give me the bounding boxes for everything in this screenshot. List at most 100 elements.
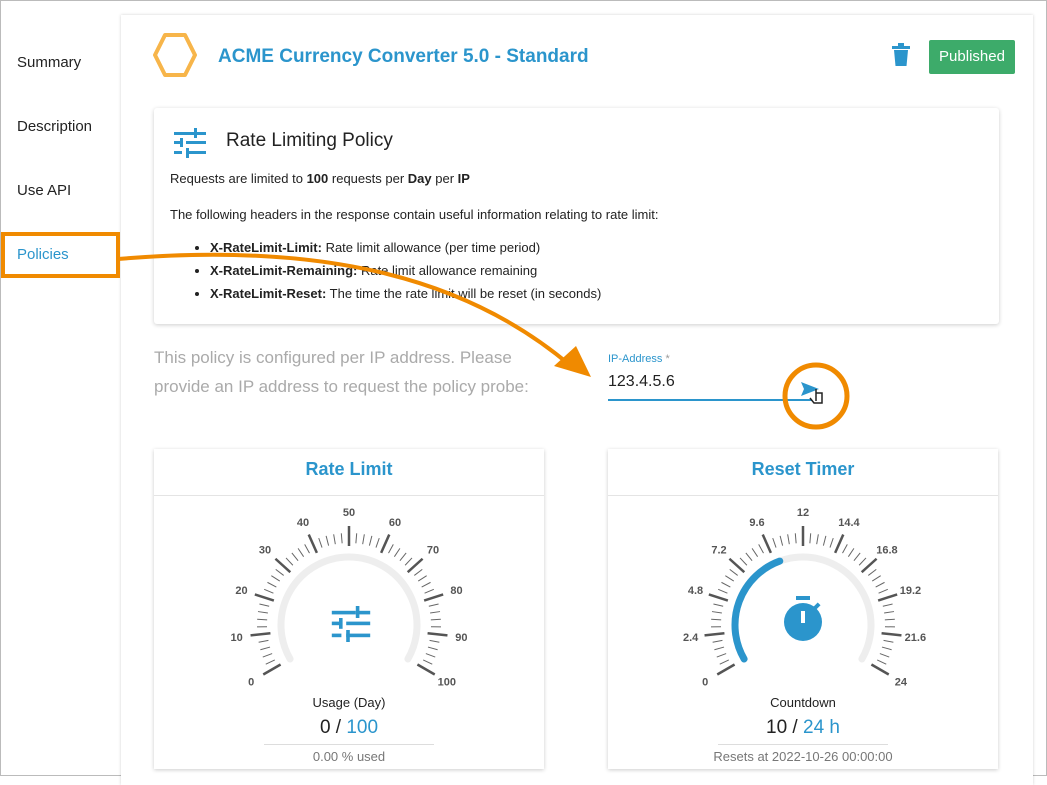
gauge-minor-tick xyxy=(292,553,298,561)
gauge-tick-label: 0 xyxy=(248,677,254,689)
header-list: X-RateLimit-Limit: Rate limit allowance … xyxy=(210,240,601,309)
gauge-minor-tick xyxy=(257,619,267,620)
divider xyxy=(264,744,434,745)
gauge-minor-tick xyxy=(823,536,825,546)
gauge-minor-tick xyxy=(884,612,894,613)
send-icon[interactable] xyxy=(801,382,821,396)
gauge-minor-tick xyxy=(400,553,406,561)
gauge-tick-label: 60 xyxy=(389,517,401,529)
gauge-minor-tick xyxy=(859,558,866,565)
gauge-minor-tick xyxy=(788,534,790,544)
gauge-minor-tick xyxy=(884,640,894,642)
gauge-minor-tick xyxy=(369,536,371,546)
sidebar-item-description[interactable]: Description xyxy=(17,118,92,135)
gauge-major-tick xyxy=(251,633,271,635)
gauge-minor-tick xyxy=(259,640,269,642)
gauge-minor-tick xyxy=(721,582,730,587)
gauge-major-tick xyxy=(309,535,317,553)
gauge-major-tick xyxy=(428,633,448,635)
gauge-minor-tick xyxy=(286,558,293,565)
gauge-minor-tick xyxy=(422,582,431,587)
gauge-major-tick xyxy=(717,665,734,675)
gauge-minor-tick xyxy=(717,654,726,657)
gauge-tick-label: 100 xyxy=(438,677,456,689)
gauge-minor-tick xyxy=(883,604,893,606)
gauge-minor-tick xyxy=(423,660,432,664)
gauge-tick-label: 50 xyxy=(343,507,355,519)
gauge-minor-tick xyxy=(872,576,880,581)
gauge-major-tick xyxy=(763,535,771,553)
gauge-tick-label: 20 xyxy=(235,585,247,597)
gauge-tick-label: 80 xyxy=(450,585,462,597)
ip-address-input[interactable]: 123.4.5.6 xyxy=(608,373,675,391)
gauge-minor-tick xyxy=(773,538,776,547)
gauge-minor-tick xyxy=(389,544,394,553)
gauge-tick-label: 24 xyxy=(895,677,908,689)
gauge-minor-tick xyxy=(810,533,811,543)
gauge-fill xyxy=(735,561,780,659)
gauge-footer: Resets at 2022-10-26 00:00:00 xyxy=(608,749,998,764)
sidebar-item-summary[interactable]: Summary xyxy=(17,54,81,71)
gauge-minor-tick xyxy=(319,538,322,547)
sliders-icon xyxy=(174,128,206,158)
gauge-major-tick xyxy=(709,594,728,600)
gauge-value: 10 / 24 h xyxy=(608,717,998,739)
gauge-tick-label: 14.4 xyxy=(838,517,860,529)
gauge-tick-label: 16.8 xyxy=(876,544,897,556)
gauge-minor-tick xyxy=(718,589,727,593)
gauge-minor-tick xyxy=(780,536,782,546)
gauge-minor-tick xyxy=(740,558,747,565)
gauge-major-tick xyxy=(417,665,434,675)
gauge-minor-tick xyxy=(879,589,888,593)
gauge-minor-tick xyxy=(854,553,860,561)
gauge-minor-tick xyxy=(405,558,412,565)
divider xyxy=(718,744,888,745)
gauge-tick-label: 19.2 xyxy=(900,585,921,597)
gauge-minor-tick xyxy=(271,576,279,581)
product-logo-icon xyxy=(153,33,197,77)
gauge-minor-tick xyxy=(394,548,400,556)
gauge-minor-tick xyxy=(759,544,764,553)
gauge-minor-tick xyxy=(414,569,422,575)
gauge-minor-tick xyxy=(830,538,833,547)
sidebar: Summary Description Use API Policies xyxy=(1,1,121,777)
gauge-minor-tick xyxy=(425,589,434,593)
stopwatch-icon xyxy=(783,596,825,642)
gauge-major-tick xyxy=(705,633,725,635)
gauge-minor-tick xyxy=(712,612,722,613)
policy-card: Rate Limiting Policy Requests are limite… xyxy=(154,108,999,324)
gauge-major-tick xyxy=(263,665,280,675)
gauge-minor-tick xyxy=(431,619,441,620)
gauge-tick-label: 10 xyxy=(230,632,242,644)
policy-intro: The following headers in the response co… xyxy=(170,207,659,222)
gauge-major-tick xyxy=(871,665,888,675)
gauge-minor-tick xyxy=(752,548,758,556)
ip-address-label: IP-Address * xyxy=(608,353,670,365)
list-item: X-RateLimit-Limit: Rate limit allowance … xyxy=(210,240,601,263)
gauge-label: Countdown xyxy=(608,695,998,710)
gauge-minor-tick xyxy=(880,654,889,657)
gauge-minor-tick xyxy=(326,536,328,546)
gauge-minor-tick xyxy=(356,533,357,543)
sidebar-item-use-api[interactable]: Use API xyxy=(17,182,71,199)
gauge-tick-label: 90 xyxy=(455,632,467,644)
gauge-minor-tick xyxy=(341,533,342,543)
gauge-minor-tick xyxy=(266,660,275,664)
gauge-major-tick xyxy=(835,535,843,553)
gauge-minor-tick xyxy=(817,534,819,544)
gauge-major-tick xyxy=(882,633,902,635)
sidebar-item-policies[interactable]: Policies xyxy=(17,246,69,263)
gauge-minor-tick xyxy=(725,576,733,581)
probe-instructions: This policy is configured per IP address… xyxy=(154,343,554,401)
gauge-minor-tick xyxy=(298,548,304,556)
gauge-footer: 0.00 % used xyxy=(154,749,544,764)
trash-icon[interactable] xyxy=(891,43,911,67)
gauge-minor-tick xyxy=(430,640,440,642)
gauge-tick-label: 70 xyxy=(427,544,439,556)
gauge-minor-tick xyxy=(267,582,276,587)
gauge-tick-label: 21.6 xyxy=(905,632,926,644)
gauge-minor-tick xyxy=(429,604,439,606)
